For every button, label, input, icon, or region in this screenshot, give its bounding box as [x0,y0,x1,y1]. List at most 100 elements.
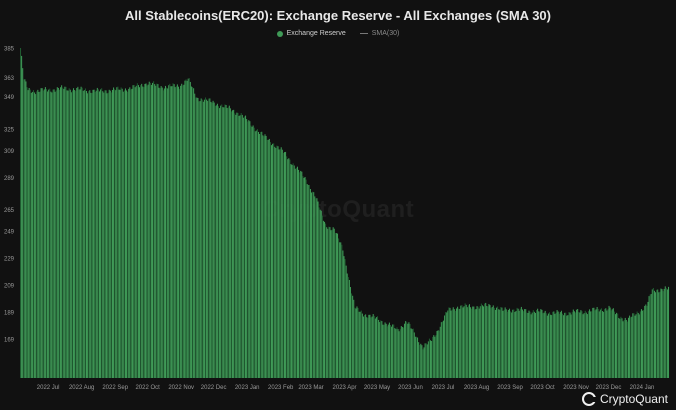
bar[interactable] [226,108,228,379]
bar[interactable] [578,312,580,378]
bar[interactable] [634,315,636,378]
bar[interactable] [35,94,37,378]
bar[interactable] [463,306,465,378]
bar[interactable] [131,88,133,378]
bar[interactable] [331,229,333,378]
bar[interactable] [95,90,97,379]
bar[interactable] [618,317,620,378]
bar[interactable] [225,104,227,379]
bar[interactable] [400,326,402,378]
bar[interactable] [311,192,313,378]
bar[interactable] [20,48,22,378]
bar[interactable] [290,164,292,378]
bar[interactable] [156,83,158,379]
bar[interactable] [210,101,212,378]
bar[interactable] [67,90,69,378]
bar[interactable] [636,311,638,378]
bar[interactable] [597,308,599,378]
bar[interactable] [115,90,117,378]
bar[interactable] [53,89,55,379]
bar[interactable] [174,87,176,379]
brand-logo[interactable]: CryptoQuant [581,392,668,406]
bar[interactable] [31,91,33,379]
bar[interactable] [563,315,565,378]
bar[interactable] [159,88,161,379]
bar[interactable] [89,90,91,379]
bar[interactable] [574,312,577,378]
bar[interactable] [50,91,52,379]
bar[interactable] [230,111,232,378]
bar[interactable] [212,100,214,378]
bar[interactable] [256,129,258,378]
bar[interactable] [90,92,92,378]
bar[interactable] [593,307,595,378]
bar[interactable] [652,287,654,378]
bar[interactable] [353,299,355,378]
bar[interactable] [622,321,624,378]
bar[interactable] [184,80,186,379]
bar[interactable] [277,146,279,378]
bar[interactable] [404,323,406,378]
bar[interactable] [524,309,526,378]
bar[interactable] [389,324,392,378]
bar[interactable] [279,149,281,378]
bar[interactable] [243,116,245,379]
bar[interactable] [466,307,468,378]
bar[interactable] [199,101,201,378]
bar[interactable] [262,135,264,378]
bar[interactable] [321,215,323,378]
bar[interactable] [232,110,234,378]
bar[interactable] [51,92,53,378]
bar[interactable] [367,317,369,378]
bar[interactable] [501,307,503,378]
bar[interactable] [557,311,559,378]
bar[interactable] [292,163,294,378]
bar[interactable] [564,312,566,378]
bar[interactable] [32,90,35,378]
bar[interactable] [406,322,408,378]
legend-entry-sma[interactable]: SMA(30) [359,30,399,37]
bar[interactable] [356,306,358,378]
bar[interactable] [555,312,557,378]
bar[interactable] [87,93,89,379]
bar[interactable] [304,176,306,378]
bar[interactable] [647,301,649,378]
bar[interactable] [73,88,75,379]
bar[interactable] [639,311,641,378]
bar[interactable] [129,87,131,378]
bar[interactable] [368,314,370,378]
bar[interactable] [576,309,578,378]
bar[interactable] [392,324,394,378]
bar[interactable] [421,345,423,378]
bar[interactable] [332,227,334,378]
bar[interactable] [133,84,135,379]
bar[interactable] [616,312,618,378]
bar[interactable] [381,321,383,378]
bar[interactable] [383,324,385,378]
bar[interactable] [132,85,134,378]
bar[interactable] [499,309,501,378]
bar[interactable] [126,90,128,378]
bar[interactable] [386,326,388,378]
bar[interactable] [572,309,574,378]
bar[interactable] [527,312,529,378]
bar[interactable] [100,89,102,378]
bar[interactable] [415,336,417,378]
bar[interactable] [268,138,270,378]
bar[interactable] [627,317,630,378]
bar[interactable] [260,131,262,378]
bar[interactable] [219,108,221,378]
bar[interactable] [283,152,286,378]
bar[interactable] [583,313,585,378]
bar[interactable] [109,90,111,379]
bar[interactable] [80,86,82,378]
bar[interactable] [525,309,527,378]
bar[interactable] [380,320,382,378]
bar[interactable] [529,311,531,378]
bar[interactable] [36,91,38,379]
bar[interactable] [309,188,311,378]
bar[interactable] [542,313,544,378]
bar[interactable] [471,308,473,378]
bar[interactable] [263,136,265,378]
bar[interactable] [182,85,184,379]
